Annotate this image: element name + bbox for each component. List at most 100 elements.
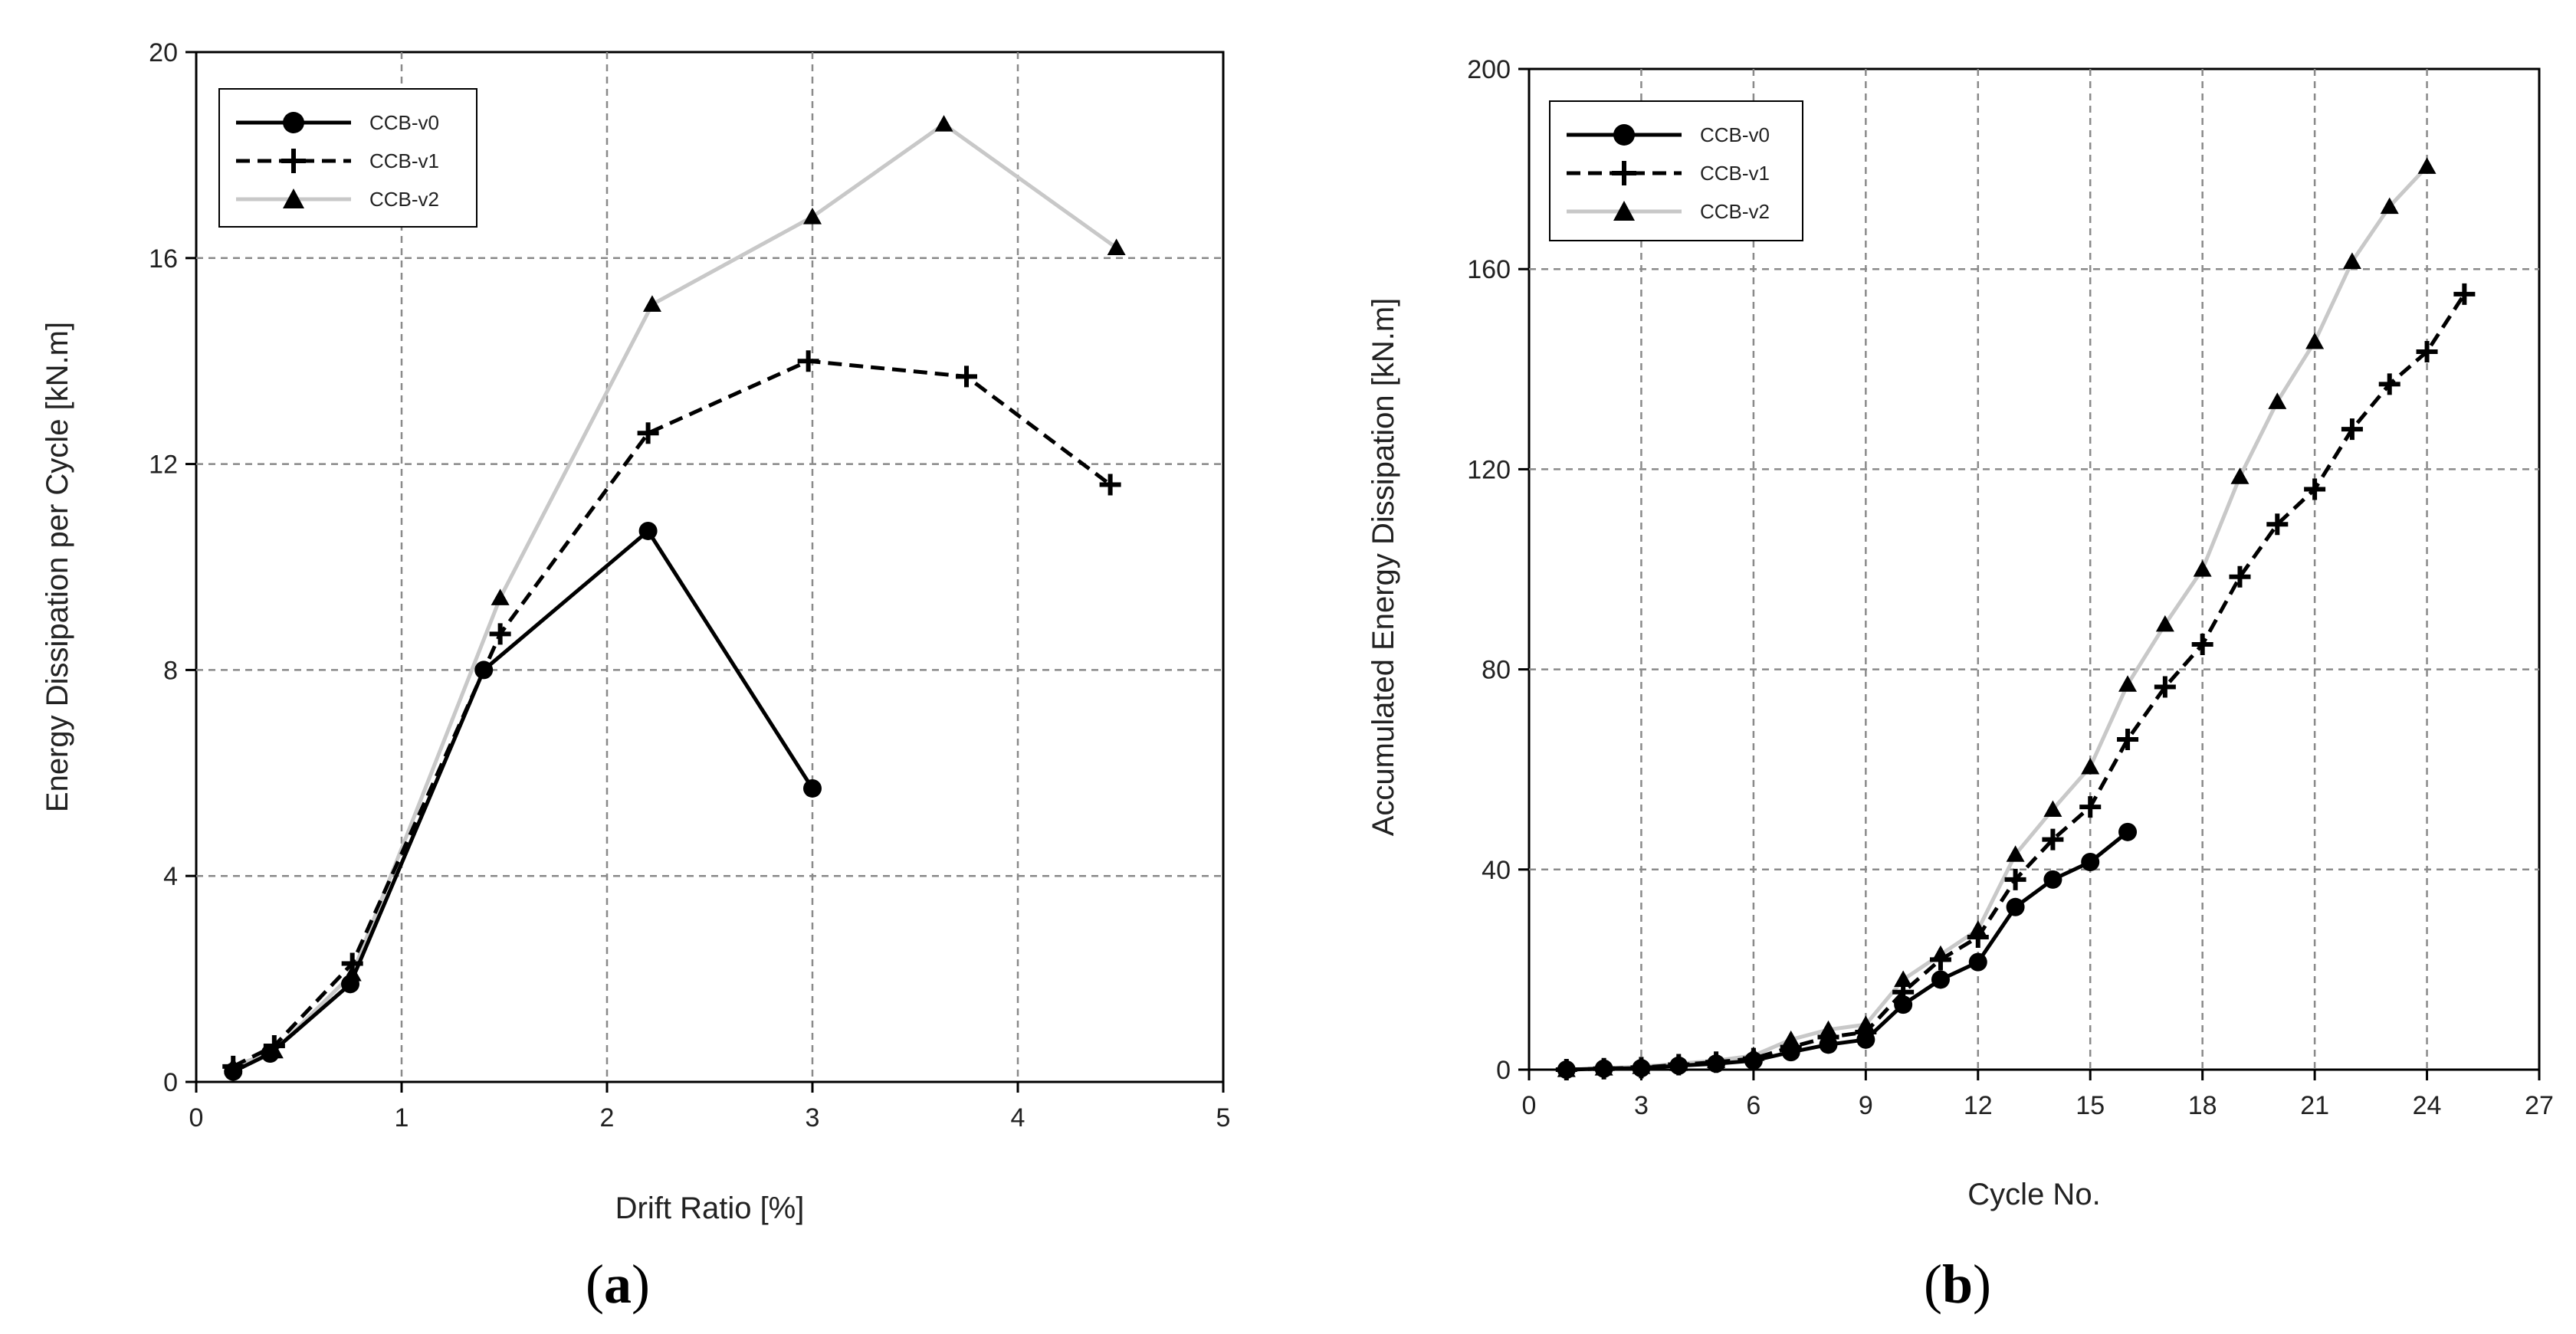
x-tick-label: 0 (189, 1103, 204, 1132)
legend-marker-ccb-v0 (283, 112, 304, 133)
data-point-ccb-v2 (2268, 392, 2287, 409)
legend-box-b (1549, 100, 1803, 241)
y-tick-label: 120 (1467, 455, 1511, 484)
legend-label-ccb-v0-b: CCB-v0 (1700, 123, 1770, 146)
data-point-ccb-v1 (2229, 565, 2251, 588)
y-tick-label: 160 (1467, 255, 1511, 284)
data-point-ccb-v1 (489, 623, 511, 645)
x-tick-label: 3 (1634, 1091, 1649, 1120)
data-point-ccb-v0 (224, 1062, 243, 1081)
legend-marker-ccb-v1-b (1612, 161, 1636, 185)
data-point-ccb-v0 (261, 1044, 280, 1064)
panel-label-b-letter: b (1942, 1254, 1973, 1315)
x-tick-label: 2 (600, 1103, 615, 1132)
y-tick-label: 80 (1482, 656, 1511, 685)
data-point-ccb-v1 (2079, 796, 2102, 818)
data-point-ccb-v0 (1632, 1059, 1651, 1078)
data-point-ccb-v2 (2230, 467, 2249, 484)
data-point-ccb-v0 (341, 975, 359, 994)
x-tick-label: 0 (1522, 1091, 1537, 1120)
x-axis-title-b: Cycle No. (1967, 1178, 2100, 1211)
data-point-ccb-v1 (956, 365, 977, 388)
x-tick-label: 4 (1011, 1103, 1025, 1132)
data-point-ccb-v2 (803, 208, 822, 225)
data-point-ccb-v2 (2155, 615, 2174, 632)
y-tick-label: 40 (1482, 856, 1511, 885)
panel-label-b: (b) (1924, 1254, 1991, 1315)
y-tick-label: 20 (149, 38, 178, 67)
series-group-b (1555, 157, 2476, 1080)
legend-b: CCB-v0 CCB-v1 CCB-v2 (1549, 100, 1803, 241)
legend-label-ccb-v1: CCB-v1 (369, 149, 439, 172)
data-point-ccb-v2 (2380, 197, 2399, 215)
y-tick-label: 4 (163, 862, 178, 891)
data-point-ccb-v0 (1707, 1054, 1726, 1073)
data-point-ccb-v1 (2004, 868, 2026, 890)
y-tick-label: 0 (1496, 1056, 1511, 1085)
data-point-ccb-v0 (2081, 853, 2100, 872)
data-point-ccb-v0 (1744, 1051, 1763, 1070)
data-point-ccb-v0 (1968, 952, 1987, 972)
legend-label-ccb-v0: CCB-v0 (369, 111, 439, 134)
y-tick-label: 200 (1467, 55, 1511, 84)
data-point-ccb-v0 (638, 521, 658, 540)
data-point-ccb-v0 (2118, 822, 2138, 841)
data-point-ccb-v2 (2043, 800, 2062, 818)
data-point-ccb-v0 (1931, 970, 1950, 989)
x-tick-label: 24 (2413, 1091, 2442, 1120)
y-axis-title-a: Energy Dissipation per Cycle [kN.m] (41, 322, 74, 812)
legend-label-ccb-v2-b: CCB-v2 (1700, 200, 1770, 223)
data-point-ccb-v1 (2154, 676, 2176, 698)
x-tick-label: 5 (1216, 1103, 1231, 1132)
data-point-ccb-v0 (474, 660, 494, 680)
data-point-ccb-v0 (803, 778, 822, 798)
data-point-ccb-v1 (2304, 478, 2326, 500)
x-tick-label: 12 (1964, 1091, 1993, 1120)
data-point-ccb-v1 (797, 350, 819, 372)
x-tick-label: 21 (2300, 1091, 2329, 1120)
chart-panel-b: 0 3 6 9 12 15 18 21 24 27 0 40 80 120 160 200 Cycle No.… (1367, 55, 2554, 1315)
data-point-ccb-v2 (2006, 845, 2025, 862)
y-axis-title-b: Accumulated Energy Dissipation [kN.m] (1367, 298, 1400, 837)
data-point-ccb-v1 (2453, 283, 2476, 305)
data-point-ccb-v1 (2042, 828, 2064, 851)
data-point-ccb-v0 (1856, 1030, 1875, 1049)
y-tick-label: 16 (149, 244, 178, 274)
legend-a: CCB-v0 CCB-v1 CCB-v2 (218, 88, 477, 228)
data-point-ccb-v2 (2342, 252, 2361, 270)
data-point-ccb-v1 (2266, 513, 2289, 536)
data-point-ccb-v0 (1669, 1056, 1688, 1075)
data-point-ccb-v0 (1819, 1035, 1838, 1054)
data-point-ccb-v2 (2081, 757, 2100, 775)
legend-marker-ccb-v1 (281, 149, 306, 173)
x-tick-label: 27 (2525, 1091, 2554, 1120)
legend-marker-ccb-v2-b (1613, 201, 1635, 221)
series-line-ccb-v0 (1566, 830, 2129, 1072)
data-point-ccb-v0 (1894, 995, 1913, 1014)
gridlines-b (1529, 69, 2539, 1070)
legend-label-ccb-v1-b: CCB-v1 (1700, 162, 1770, 185)
data-point-ccb-v2 (1894, 970, 1913, 988)
x-tick-label: 18 (2188, 1091, 2217, 1120)
x-tick-label: 3 (806, 1103, 820, 1132)
panel-label-b-open: ( (1924, 1254, 1942, 1315)
axis-ticks-b: 0 3 6 9 12 15 18 21 24 27 0 40 80 120 160 200 (1467, 55, 2554, 1120)
y-tick-label: 0 (163, 1068, 178, 1097)
x-tick-label: 9 (1859, 1091, 1873, 1120)
x-tick-label: 6 (1746, 1091, 1761, 1120)
legend-label-ccb-v2: CCB-v2 (369, 188, 439, 211)
y-tick-label: 12 (149, 451, 178, 480)
panel-label-a: (a) (586, 1254, 650, 1315)
series-group-a (222, 115, 1126, 1081)
data-point-ccb-v2 (2193, 560, 2212, 577)
x-tick-label: 15 (2076, 1091, 2105, 1120)
data-point-ccb-v1 (1967, 926, 1989, 948)
panel-label-a-letter: a (604, 1254, 632, 1315)
data-point-ccb-v1 (2117, 729, 2139, 751)
legend-marker-ccb-v0-b (1613, 124, 1635, 146)
data-point-ccb-v2 (2417, 157, 2437, 174)
data-point-ccb-v0 (1557, 1060, 1576, 1079)
data-point-ccb-v1 (1099, 474, 1121, 496)
